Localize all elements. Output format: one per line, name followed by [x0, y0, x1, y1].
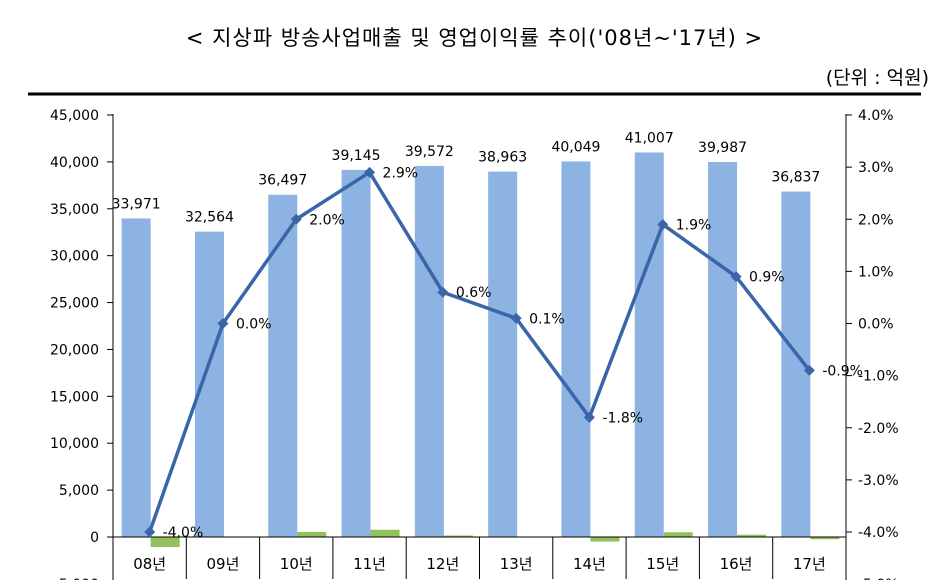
- revenue-label: 33,971: [112, 196, 161, 212]
- left-axis-tick-label: 40,000: [50, 155, 99, 171]
- right-axis-tick-label: -3.0%: [858, 473, 899, 489]
- margin-line-series: [144, 166, 815, 538]
- revenue-bar-10년: [268, 194, 298, 537]
- revenue-label: 36,837: [771, 170, 820, 186]
- margin-label: 0.0%: [236, 317, 272, 333]
- right-axis-tick-label: -4.0%: [858, 525, 899, 541]
- revenue-bar-14년: [561, 161, 591, 537]
- right-axis-tick-label: 3.0%: [858, 160, 894, 176]
- margin-line: [147, 170, 811, 533]
- margin-point-16년: [730, 271, 742, 283]
- margin-label: 1.9%: [676, 217, 712, 233]
- margin-point-11년: [364, 166, 376, 178]
- margin-point-09년: [217, 318, 229, 329]
- left-axis-tick-label: 30,000: [50, 249, 99, 265]
- margin-point-14년: [583, 411, 595, 423]
- margin-label: -0.9%: [822, 363, 863, 379]
- right-axis-tick-label: 1.0%: [858, 264, 894, 280]
- data-labels: 33,971 32,564 36,497 39,145 39,572 38,963 40,0…: [112, 130, 863, 541]
- revenue-bars: [121, 152, 811, 538]
- revenue-label: 39,987: [698, 140, 747, 156]
- right-axis-tick-label: 2.0%: [858, 212, 894, 228]
- category-label: 11년: [353, 555, 386, 573]
- category-label: 13년: [500, 555, 533, 573]
- chart-title: < 지상파 방송사업매출 및 영업이익률 추이('08년~'17년) >: [185, 26, 764, 50]
- margin-label: 0.9%: [749, 270, 785, 286]
- margin-bar-17년: [810, 537, 840, 540]
- revenue-bar-09년: [194, 231, 224, 537]
- category-label: 14년: [573, 555, 606, 573]
- left-axis-tick-label: 5,000: [59, 483, 99, 499]
- left-axis-tick-label: 25,000: [50, 296, 99, 312]
- right-axis-tick-label: -5.0%: [858, 577, 899, 580]
- revenue-bar-16년: [708, 162, 738, 537]
- margin-label: 0.6%: [456, 285, 492, 301]
- category-label: 12년: [426, 555, 459, 573]
- left-axis-tick-label: 15,000: [50, 389, 99, 405]
- left-axis-tick-label: -5,000: [54, 577, 99, 580]
- category-label: 10년: [280, 555, 313, 573]
- margin-point-17년: [803, 364, 815, 376]
- revenue-bar-15년: [634, 152, 664, 537]
- margin-label: 0.1%: [529, 311, 565, 327]
- margin-point-15년: [657, 218, 669, 230]
- margin-label: 2.9%: [383, 165, 419, 181]
- right-axis-tick-label: 0.0%: [858, 317, 894, 333]
- unit-label: (단위 : 억원): [825, 67, 929, 89]
- margin-bar-15년: [663, 532, 693, 537]
- margin-point-13년: [510, 312, 522, 324]
- margin-bar-11년: [370, 529, 400, 537]
- margin-label: 2.0%: [309, 212, 345, 228]
- left-axis-tick-label: 45,000: [50, 108, 99, 124]
- revenue-label: 40,049: [551, 139, 600, 155]
- category-label: 15년: [646, 555, 679, 573]
- revenue-bar-08년: [121, 218, 151, 538]
- revenue-label: 36,497: [258, 173, 307, 189]
- left-axis-tick-label: 10,000: [50, 436, 99, 452]
- revenue-label: 32,564: [185, 210, 234, 226]
- margin-bar-14년: [590, 537, 620, 542]
- margin-bar-08년: [150, 537, 180, 547]
- axes: 45,000 40,000 35,000 30,000 25,000 20,000 15,0…: [50, 108, 899, 580]
- category-label: 17년: [793, 555, 826, 573]
- margin-point-12년: [437, 286, 449, 298]
- right-axis-tick-label: 4.0%: [858, 108, 894, 124]
- revenue-bar-13년: [488, 171, 518, 537]
- revenue-bar-11년: [341, 169, 371, 537]
- revenue-label: 38,963: [478, 150, 527, 166]
- left-axis-tick-label: 35,000: [50, 202, 99, 218]
- margin-bar-10년: [297, 532, 327, 537]
- margin-point-10년: [290, 213, 302, 225]
- revenue-bar-12년: [414, 165, 444, 537]
- revenue-label: 39,145: [332, 148, 381, 164]
- revenue-label: 41,007: [625, 130, 674, 146]
- category-label: 16년: [720, 555, 753, 573]
- margin-label: -4.0%: [163, 525, 204, 541]
- left-axis-tick-label: 0: [90, 530, 99, 546]
- margin-point-08년: [144, 526, 156, 538]
- margin-bar-12년: [443, 535, 473, 537]
- revenue-label: 39,572: [405, 144, 454, 160]
- margin-bar-16년: [737, 534, 767, 537]
- margin-label: -1.8%: [602, 410, 643, 426]
- left-axis-tick-label: 20,000: [50, 342, 99, 358]
- right-axis-tick-label: -1.0%: [858, 369, 899, 385]
- right-axis-tick-label: -2.0%: [858, 421, 899, 437]
- category-label: 08년: [133, 555, 166, 573]
- category-label: 09년: [207, 555, 240, 573]
